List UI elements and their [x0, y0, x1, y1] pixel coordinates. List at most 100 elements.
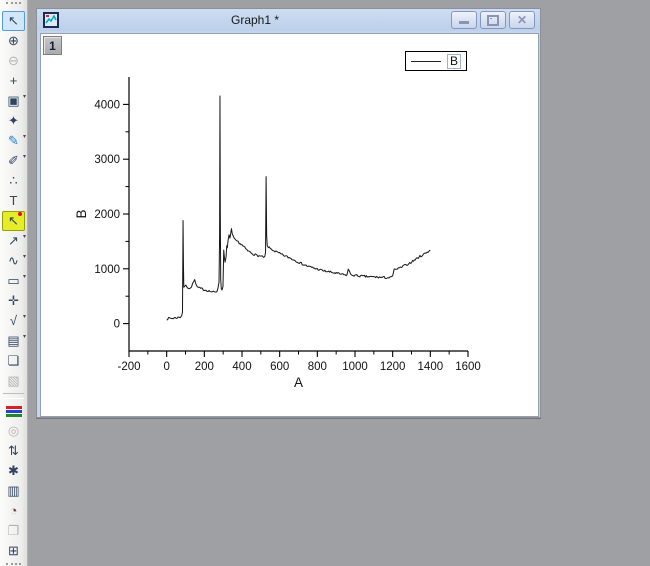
dropdown-arrow-icon[interactable]: ▾ [22, 314, 26, 320]
notification-dot-icon [18, 212, 22, 216]
new-legend-tool[interactable]: ✱ [2, 461, 25, 481]
restore-icon [487, 14, 499, 26]
circle-icon: ◎ [7, 423, 20, 438]
restore-button[interactable] [480, 11, 506, 29]
zoom-in-icon: ⊕ [8, 33, 19, 48]
dropdown-arrow-icon[interactable]: ▾ [22, 134, 26, 140]
dropdown-arrow-icon[interactable]: ▾ [22, 94, 26, 100]
dropdown-arrow-icon[interactable]: ▾ [22, 234, 26, 240]
arrow-icon: ↗ [8, 233, 19, 248]
toolbar-grip[interactable] [6, 2, 21, 10]
window-buttons: ✕ [451, 11, 535, 29]
color-palette-tool[interactable] [2, 401, 25, 421]
rescale-tool[interactable]: ◔ [2, 501, 25, 521]
dropdown-arrow-icon[interactable]: ▾ [22, 334, 26, 340]
region-zoom-icon: ▣ [7, 93, 20, 108]
x-tick-label: 1400 [418, 361, 444, 373]
screen-reader-tool[interactable]: + [2, 71, 25, 91]
pan-hand-icon: ✛ [8, 293, 19, 308]
layer-contents-tool[interactable]: ▥ [2, 481, 25, 501]
graph-canvas[interactable]: -200 0 200 400 600 800 1000 1200 1400 1600 0 1000 20… [41, 34, 538, 416]
paste-object-icon: ❏ [7, 353, 20, 368]
x-tick-label: 800 [308, 361, 327, 373]
y-tick-label: 3000 [94, 154, 120, 166]
dropdown-arrow-icon[interactable]: ▾ [22, 154, 26, 160]
data-selector-tool[interactable]: ✦ [2, 111, 25, 131]
table-grid-icon: ⊞ [8, 543, 19, 558]
toolbar-separator [3, 393, 24, 399]
cube-3d-icon: ▧ [7, 373, 20, 388]
insert-graph-icon: ▤ [7, 333, 20, 348]
pointer-tool[interactable]: ↖ [2, 11, 25, 31]
paste-object-tool[interactable]: ❏ [2, 351, 25, 371]
rotate-3d-tool[interactable]: ▧ [2, 371, 25, 391]
folder-icon: ❐ [7, 523, 20, 538]
equation-tool[interactable]: √ ▾ [2, 311, 26, 331]
axes-frame [128, 77, 468, 352]
highlight-tool[interactable]: ◎ [2, 421, 25, 441]
y-tick-label: 0 [114, 319, 120, 331]
minimize-button[interactable] [451, 11, 477, 29]
annotation-tool[interactable]: ↖ [2, 211, 25, 231]
insert-graph-tool[interactable]: ▤ ▾ [2, 331, 26, 351]
tools-toolbar: ↖ ⊕ ⊖ + ▣ ▾ ✦ ✎ ▾ ✐ ▾ ∴ T ↖ ↗ ▾ ∿ ▾ ▭ ▾ ✛ √ ▾ ▤ ▾ ❏ ▧ ◎ ⇅ ✱ ▥ ◔ ❐ ⊞ [0, 0, 28, 566]
x-tick-label: 200 [195, 361, 214, 373]
legend-line-sample [411, 60, 441, 62]
minimize-icon [459, 21, 469, 24]
y-tick-label: 4000 [94, 99, 120, 111]
data-selector-icon: ✦ [8, 113, 19, 128]
duplicate-window-tool[interactable]: ❐ [2, 521, 25, 541]
text-tool-icon: T [9, 193, 18, 208]
zoom-out-tool[interactable]: ⊖ [2, 51, 25, 71]
unmask-icon: ✐ [8, 153, 19, 168]
unmask-range-tool[interactable]: ✐ ▾ [2, 151, 26, 171]
zoom-out-icon: ⊖ [8, 53, 19, 68]
legend[interactable]: B [405, 51, 468, 71]
close-icon: ✕ [516, 13, 528, 27]
pointer-icon: ↖ [8, 13, 19, 28]
x-tick-label: 0 [163, 361, 169, 373]
zoom-in-tool[interactable]: ⊕ [2, 31, 25, 51]
arrow-tool[interactable]: ↗ ▾ [2, 231, 26, 251]
window-title: Graph1 * [230, 13, 280, 27]
x-tick-label: 600 [270, 361, 289, 373]
equation-icon: √ [9, 313, 18, 328]
rectangle-tool[interactable]: ▭ ▾ [2, 271, 26, 291]
mask-brush-icon: ✎ [8, 133, 19, 148]
layer-badge[interactable]: 1 [43, 36, 62, 55]
y-axis-title: B [74, 209, 89, 218]
x-tick-label: 1200 [380, 361, 406, 373]
curve-icon: ∿ [8, 253, 19, 268]
spectrum-curve [166, 95, 431, 321]
text-tool[interactable]: T [2, 191, 25, 211]
pan-tool[interactable]: ✛ [2, 291, 25, 311]
crosshair-icon: + [9, 73, 18, 88]
dots-icon: ∴ [9, 173, 18, 188]
rectangle-icon: ▭ [7, 273, 20, 288]
x-tick-label: -200 [117, 361, 140, 373]
dropdown-arrow-icon[interactable]: ▾ [22, 254, 26, 260]
x-tick-label: 1000 [342, 361, 368, 373]
toolbar-grip[interactable] [6, 563, 21, 566]
exchange-xy-tool[interactable]: ⇅ [2, 441, 25, 461]
graph-page[interactable]: -200 0 200 400 600 800 1000 1200 1400 1600 0 1000 20… [40, 33, 539, 417]
data-reader-tool[interactable]: ∴ [2, 171, 25, 191]
dropdown-arrow-icon[interactable]: ▾ [22, 274, 26, 280]
columns-icon: ▥ [7, 483, 20, 498]
annotation-icon: ↖ [8, 213, 19, 228]
y-tick-label: 1000 [94, 264, 120, 276]
close-button[interactable]: ✕ [509, 11, 535, 29]
x-axis-title: A [294, 375, 303, 390]
mask-range-tool[interactable]: ✎ ▾ [2, 131, 26, 151]
worksheet-tool[interactable]: ⊞ [2, 541, 25, 561]
window-titlebar[interactable]: Graph1 * ✕ [37, 9, 540, 31]
x-tick-label: 1600 [455, 361, 481, 373]
legend-label: B [447, 53, 462, 69]
swap-axes-icon: ⇅ [8, 443, 19, 458]
zoom-region-tool[interactable]: ▣ ▾ [2, 91, 26, 111]
curve-draw-tool[interactable]: ∿ ▾ [2, 251, 26, 271]
color-stripes-icon [5, 405, 22, 417]
clock-icon: ◔ [9, 503, 18, 518]
graph-window-icon [43, 12, 59, 28]
